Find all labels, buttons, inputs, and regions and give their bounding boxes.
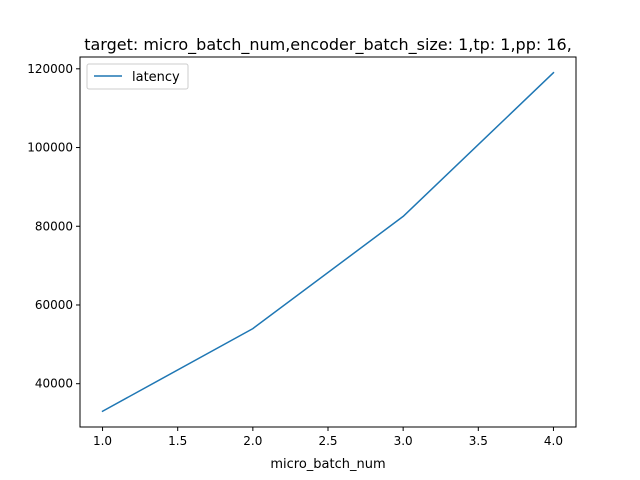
plot-area: [79, 56, 577, 428]
legend-label-latency: latency: [132, 70, 180, 85]
x-tick-label: 2.0: [243, 434, 262, 448]
series-line-latency: [101, 71, 555, 413]
y-tick-label: 120000: [27, 62, 73, 76]
x-axis: 1.0 1.5 2.0 2.5 3.0 3.5 4.0: [93, 427, 563, 448]
chart-title: target: micro_batch_num,encoder_batch_si…: [84, 35, 572, 55]
x-tick-label: 1.5: [168, 434, 187, 448]
legend: latency: [86, 63, 189, 90]
x-tick-label: 4.0: [544, 434, 563, 448]
legend-box: [86, 63, 189, 90]
y-axis: 40000 60000 80000 100000 120000: [27, 62, 80, 391]
x-tick-label: 2.5: [318, 434, 337, 448]
y-tick-label: 100000: [27, 141, 73, 155]
x-tick-label: 1.0: [93, 434, 112, 448]
x-tick-label: 3.0: [394, 434, 413, 448]
y-tick-label: 40000: [35, 377, 73, 391]
y-tick-label: 60000: [35, 298, 73, 312]
x-axis-label: micro_batch_num: [270, 457, 385, 472]
series-layer: [101, 71, 555, 413]
y-tick-label: 80000: [35, 219, 73, 233]
axes-frame: [79, 56, 577, 428]
x-tick-label: 3.5: [469, 434, 488, 448]
